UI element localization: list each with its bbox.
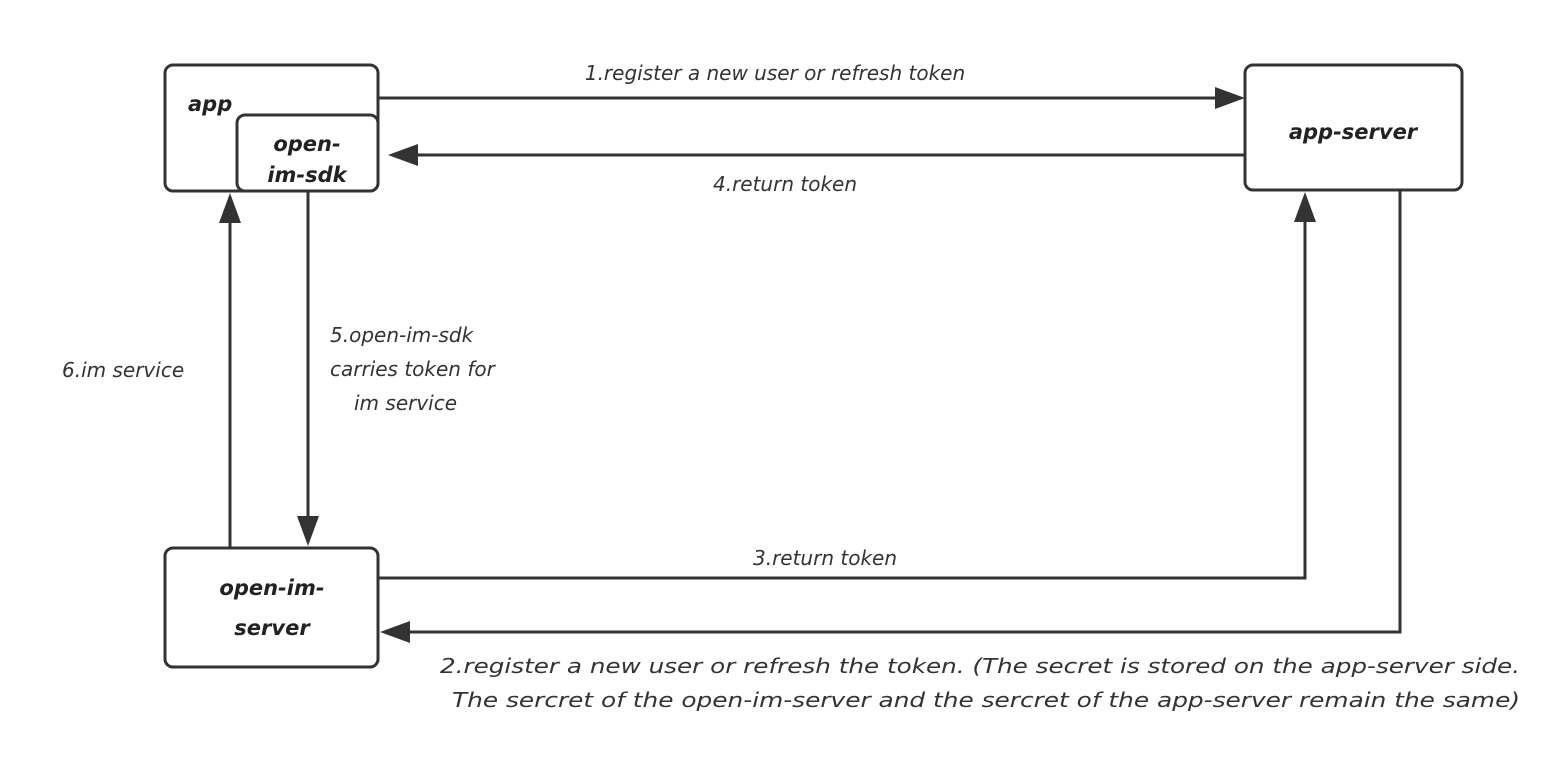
app-label: app: [188, 92, 232, 116]
edge-6-label: 6.im service: [62, 358, 184, 382]
arrow-2-register-refresh: [380, 190, 1402, 643]
edge-1-label: 1.register a new user or refresh token: [585, 61, 965, 85]
open-im-server-label-1: open-im-: [219, 576, 324, 600]
open-im-sdk-label-2: im-sdk: [267, 163, 348, 187]
edge-3-label: 3.return token: [753, 546, 897, 570]
arrow-1-register: [378, 87, 1245, 109]
arrow-3-return-token: [378, 192, 1316, 580]
edge-5-label-2: carries token for: [330, 357, 497, 381]
open-im-server-box: [163, 546, 380, 669]
app-server-label: app-server: [1289, 120, 1419, 144]
arrow-5-sdk-carries-token: [297, 191, 319, 546]
open-im-server-label-2: server: [234, 616, 311, 640]
open-im-sdk-label-1: open-: [273, 132, 340, 156]
arrow-6-im-service: [219, 193, 241, 548]
edge-2-label-1: 2.register a new user or refresh the tok…: [440, 654, 1520, 678]
edge-4-label: 4.return token: [713, 172, 857, 196]
arrow-4-return-token: [388, 144, 1245, 166]
edge-5-label-1: 5.open-im-sdk: [330, 323, 475, 347]
app-server-box: [1243, 63, 1464, 192]
edge-5-label-3: im service: [354, 391, 457, 415]
edge-2-label-2: The sercret of the open-im-server and th…: [452, 688, 1520, 712]
